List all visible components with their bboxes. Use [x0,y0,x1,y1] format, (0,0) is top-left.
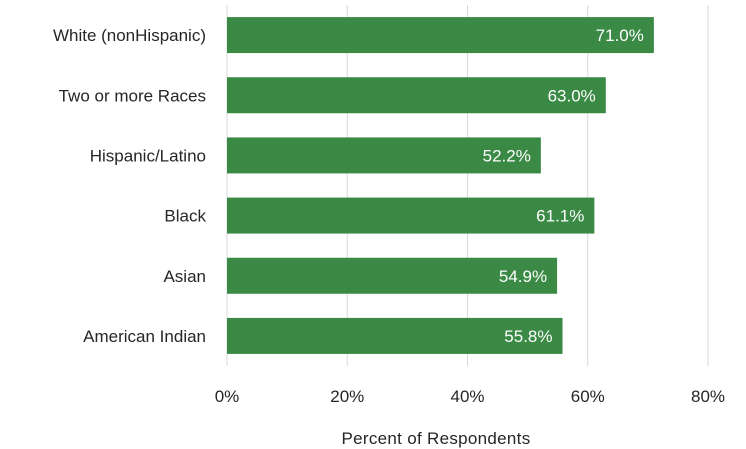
x-tick-label: 40% [450,387,484,406]
category-label: White (nonHispanic) [53,26,206,45]
x-tick-label: 80% [691,387,725,406]
data-label: 71.0% [596,26,644,45]
data-labels: 71.0% 63.0% 52.2% 61.1% 54.9% 55.8% [483,26,644,346]
data-label: 54.9% [499,267,547,286]
category-label: Asian [163,267,206,286]
x-axis-title: Percent of Respondents [342,429,531,448]
x-tick-labels: 0% 20% 40% 60% 80% [215,387,725,406]
bar [227,77,606,114]
data-label: 52.2% [483,146,531,165]
category-label: American Indian [83,327,206,346]
bars [227,17,654,354]
bar [227,137,541,174]
gridlines [226,5,709,366]
data-label: 63.0% [548,86,596,105]
x-tick-label: 20% [330,387,364,406]
category-label: Black [164,207,206,226]
bar [227,197,595,234]
bar [227,317,563,354]
category-label: Hispanic/Latino [90,146,206,165]
bar [227,17,654,54]
data-label: 55.8% [504,327,552,346]
bar [227,257,558,294]
data-label: 61.1% [536,207,584,226]
x-tick-label: 60% [571,387,605,406]
x-tick-label: 0% [215,387,240,406]
category-labels: White (nonHispanic) Two or more Races Hisp… [53,26,207,346]
category-label: Two or more Races [59,86,206,105]
